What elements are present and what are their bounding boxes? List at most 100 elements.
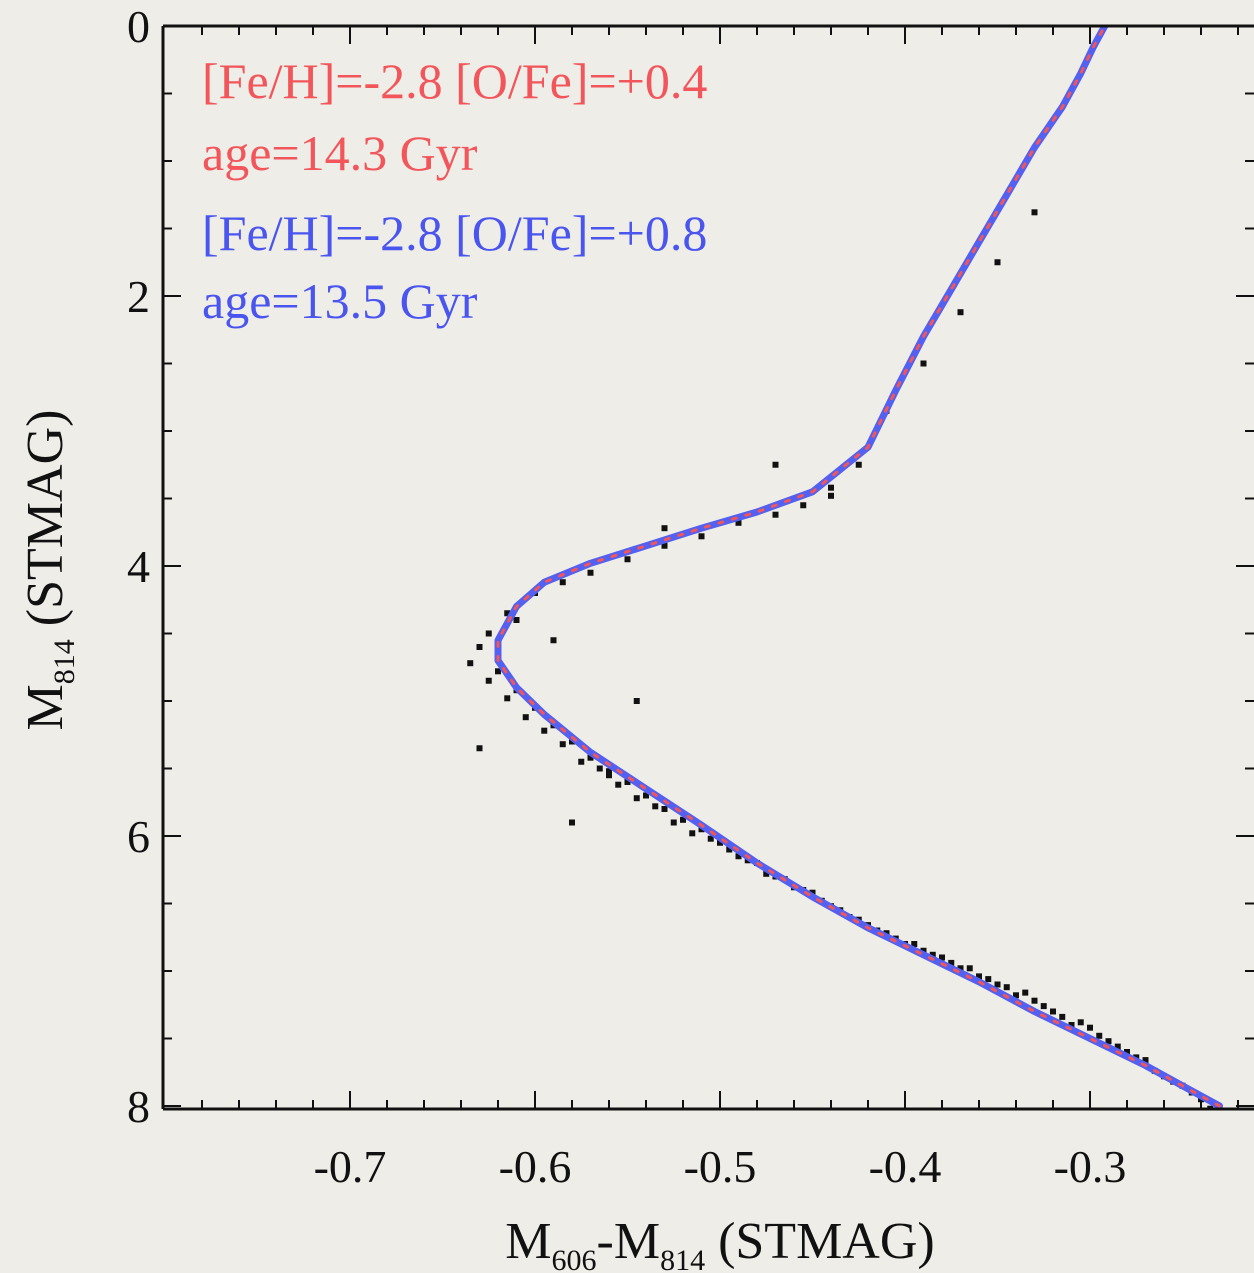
x-label-tail: (STMAG) <box>705 1213 935 1270</box>
star-point <box>1105 1038 1112 1045</box>
star-point <box>957 309 964 316</box>
star-point <box>1124 1049 1130 1055</box>
star-point <box>1031 209 1038 216</box>
legend-series-1-line2: age=14.3 Gyr <box>202 125 478 181</box>
star-point <box>1003 984 1010 991</box>
star-point <box>615 781 622 788</box>
star-point <box>550 637 557 644</box>
star-point <box>1077 1019 1084 1026</box>
x-label-sub2: 814 <box>660 1244 705 1273</box>
star-point <box>652 803 659 810</box>
y-tick-label: 0 <box>127 1 150 52</box>
star-point <box>911 941 918 947</box>
star-point <box>643 792 649 799</box>
legend-series-2-line1: [Fe/H]=-2.8 [O/Fe]=+0.8 <box>202 205 707 261</box>
star-point <box>606 768 612 775</box>
isochrone-line-dotted <box>496 26 1221 1108</box>
y-label-tail: (STMAG) <box>17 410 74 640</box>
legend-series-2-line2: age=13.5 Gyr <box>202 273 478 329</box>
star-point <box>1087 1024 1093 1031</box>
star-point <box>735 519 742 526</box>
star-point <box>680 816 686 823</box>
plot-background <box>163 26 1254 1109</box>
x-axis-label: M606-M814 (STMAG) <box>505 1213 934 1273</box>
star-point <box>1031 997 1038 1004</box>
y-tick-labels: 0 2 4 6 8 <box>127 1 150 1132</box>
star-point <box>1068 1022 1075 1028</box>
legend-series-1-line1: [Fe/H]=-2.8 [O/Fe]=+0.4 <box>202 53 707 109</box>
star-point <box>763 870 770 877</box>
star-point <box>772 511 779 518</box>
star-point <box>661 542 668 549</box>
star-point <box>495 668 501 675</box>
star-point <box>966 965 973 972</box>
star-point <box>670 819 677 826</box>
star-point <box>800 502 807 509</box>
star-point <box>587 569 594 576</box>
x-tick-label: -0.6 <box>499 1141 572 1192</box>
y-axis-label: M814 (STMAG) <box>17 410 81 731</box>
star-point <box>1096 1032 1103 1039</box>
star-point <box>633 698 640 704</box>
y-tick-label: 6 <box>127 811 150 862</box>
star-point <box>735 853 742 860</box>
star-point <box>1050 1008 1056 1015</box>
star-point <box>920 947 927 954</box>
legend: [Fe/H]=-2.8 [O/Fe]=+0.4 age=14.3 Gyr [Fe… <box>202 53 707 329</box>
star-point <box>587 754 594 761</box>
star-point <box>476 644 483 650</box>
star-point <box>559 741 566 748</box>
y-tick-label: 4 <box>127 541 150 592</box>
star-point <box>504 695 511 702</box>
star-point <box>1142 1057 1149 1064</box>
star-point <box>957 965 964 972</box>
x-tick-label: -0.5 <box>684 1141 757 1192</box>
star-point <box>994 259 1001 266</box>
star-point <box>707 835 714 842</box>
star-point <box>1114 1043 1121 1050</box>
star-point <box>1013 992 1019 999</box>
star-point <box>698 533 705 540</box>
x-tick-label: -0.4 <box>869 1141 942 1192</box>
star-point <box>569 819 575 826</box>
star-point <box>1040 1003 1047 1010</box>
star-point <box>809 889 816 896</box>
star-point <box>485 677 492 684</box>
isochrone-lines <box>494 26 1223 1109</box>
star-point <box>485 630 492 637</box>
star-point <box>772 461 779 468</box>
star-point <box>717 839 723 846</box>
star-point <box>661 806 668 812</box>
star-point <box>504 610 511 617</box>
star-point <box>522 714 529 721</box>
star-point <box>476 745 483 752</box>
star-point <box>578 758 585 765</box>
star-point <box>929 951 936 958</box>
star-point <box>633 795 640 802</box>
star-point <box>976 973 982 980</box>
x-label-main: M <box>505 1213 551 1270</box>
star-point <box>828 484 834 491</box>
star-point <box>948 959 955 966</box>
x-label-mid: -M <box>597 1213 661 1270</box>
star-point <box>828 492 834 499</box>
star-point <box>1207 1105 1214 1109</box>
x-tick-label: -0.7 <box>314 1141 387 1192</box>
star-point <box>939 954 945 961</box>
star-point <box>985 976 992 983</box>
star-point <box>855 461 862 468</box>
x-label-sub1: 606 <box>552 1244 597 1273</box>
star-point <box>726 846 733 853</box>
star-point <box>689 830 696 837</box>
star-point <box>559 579 566 586</box>
star-point <box>1022 989 1029 996</box>
star-point <box>661 525 668 532</box>
y-tick-label: 8 <box>127 1081 150 1132</box>
star-point <box>467 660 474 667</box>
star-point <box>606 772 612 779</box>
star-point <box>624 779 631 785</box>
star-point <box>1059 1013 1066 1020</box>
star-point <box>541 727 548 734</box>
star-point <box>994 981 1001 988</box>
